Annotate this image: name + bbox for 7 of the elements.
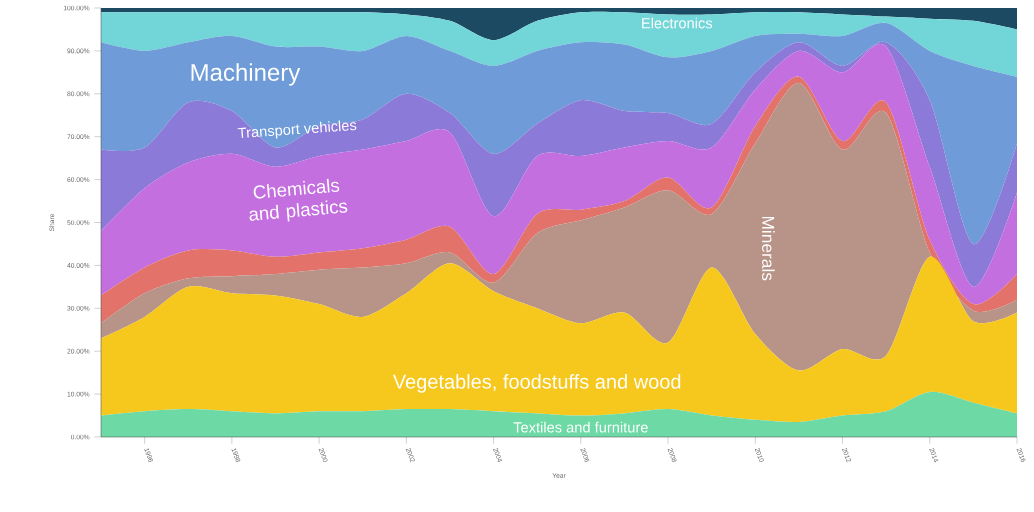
series-label: Vegetables, foodstuffs and wood <box>392 374 681 393</box>
series-label: Transport vehicles <box>237 120 357 139</box>
series-label: Textiles and furniture <box>513 421 648 433</box>
series-label: Machinery <box>191 63 301 86</box>
series-label: Minerals <box>762 216 775 281</box>
series-label: Chemicals and plastics <box>249 178 348 222</box>
series-label: Electronics <box>642 17 713 29</box>
